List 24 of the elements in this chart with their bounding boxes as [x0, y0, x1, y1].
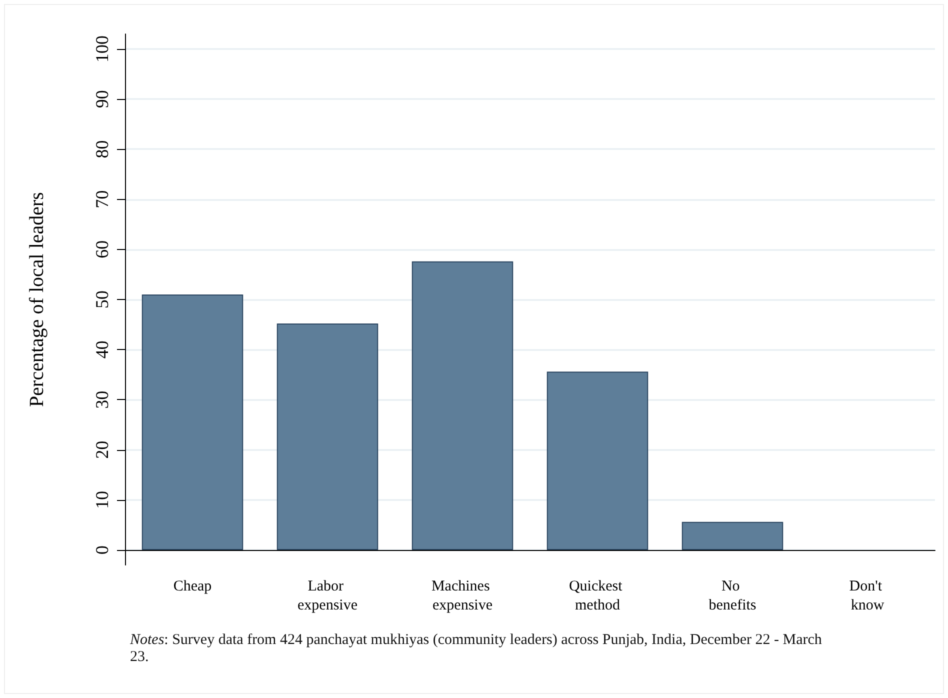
bar: [682, 522, 784, 550]
y-tick-label: 60: [92, 240, 112, 258]
x-tick-label: Labor expensive: [298, 578, 358, 614]
text: Notes: Survey data from 424 panchayat mukhiyas (community leaders) across Punjab, India, December 22 - March 23.: [130, 632, 823, 666]
y-tick-label: 30: [92, 390, 112, 409]
x-tick-label: Machines expensive: [431, 578, 494, 614]
y-tick-label: 0: [92, 545, 112, 554]
bar: [546, 372, 648, 550]
bar: [412, 261, 514, 550]
y-tick-label: 50: [92, 290, 112, 308]
x-tick-label: Quickest method: [568, 578, 626, 614]
y-tick-label: 100: [92, 36, 112, 63]
bar: [276, 324, 378, 550]
y-tick-label: 40: [92, 340, 112, 359]
y-tick-label: 90: [92, 90, 112, 108]
x-tick-label: Cheap: [173, 578, 212, 594]
y-tick-label: 10: [92, 490, 112, 509]
y-tick-label: 70: [92, 190, 112, 208]
y-tick-label: 80: [92, 140, 112, 158]
y-axis-title: Percentage of local leaders: [26, 192, 48, 407]
x-tick-label: Don't know: [849, 578, 886, 614]
x-tick-label: No benefits: [708, 578, 756, 614]
bar: [142, 294, 244, 550]
y-tick-label: 20: [92, 440, 112, 459]
